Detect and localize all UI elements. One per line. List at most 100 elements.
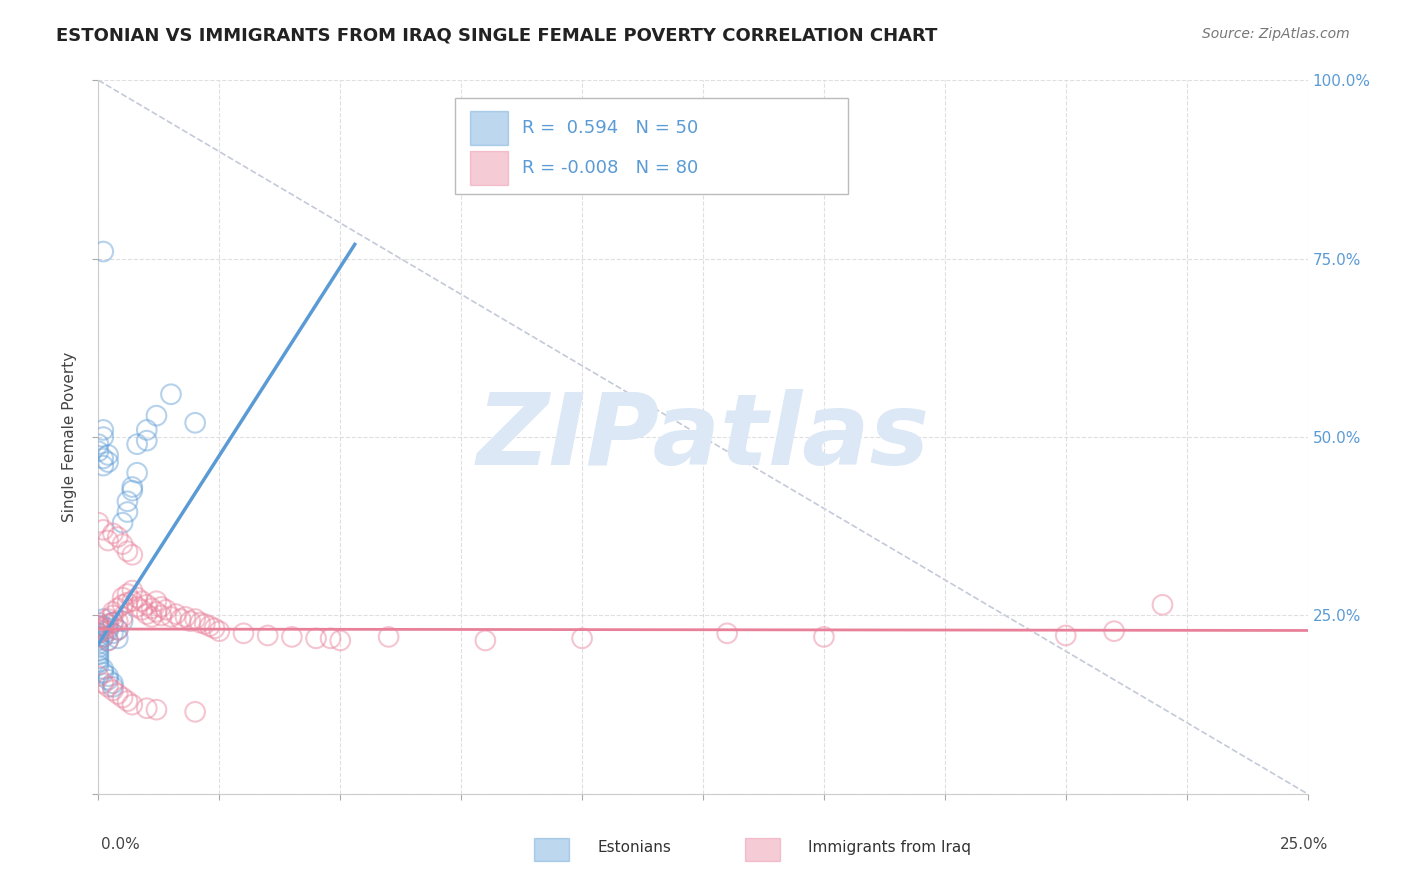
Point xyxy=(208,624,231,639)
Point xyxy=(101,683,124,698)
Point xyxy=(179,614,201,628)
Point xyxy=(107,623,129,637)
Point xyxy=(169,612,191,626)
Point xyxy=(184,612,207,626)
Point xyxy=(87,655,110,669)
Point xyxy=(1102,624,1125,639)
Point xyxy=(97,633,120,648)
Point xyxy=(97,673,120,687)
Point xyxy=(160,610,183,624)
Point xyxy=(145,605,167,619)
Point xyxy=(111,690,134,705)
Point xyxy=(121,548,143,562)
Point xyxy=(160,387,183,401)
Point xyxy=(91,458,114,473)
Point xyxy=(91,665,114,680)
Point xyxy=(1152,598,1174,612)
Point xyxy=(87,623,110,637)
Point xyxy=(121,483,143,498)
Point xyxy=(571,632,593,646)
Point xyxy=(135,598,157,612)
Point xyxy=(107,614,129,628)
Point xyxy=(97,612,120,626)
Point xyxy=(131,603,153,617)
Point xyxy=(141,601,163,615)
Point xyxy=(101,608,124,623)
Point xyxy=(101,605,124,619)
Point xyxy=(117,694,139,708)
Point xyxy=(91,423,114,437)
Point xyxy=(87,669,110,683)
Point xyxy=(184,705,207,719)
Point xyxy=(145,703,167,717)
Point xyxy=(111,598,134,612)
Point xyxy=(91,523,114,537)
Point xyxy=(135,607,157,621)
Point xyxy=(716,626,738,640)
Point xyxy=(111,591,134,605)
Point xyxy=(91,630,114,644)
Point xyxy=(97,455,120,469)
FancyBboxPatch shape xyxy=(456,98,848,194)
Point xyxy=(87,630,110,644)
Bar xyxy=(470,151,509,186)
Point xyxy=(101,680,124,694)
Point xyxy=(111,610,134,624)
Point xyxy=(474,633,496,648)
Text: ZIPatlas: ZIPatlas xyxy=(477,389,929,485)
Point xyxy=(87,640,110,655)
Point xyxy=(141,610,163,624)
Bar xyxy=(470,111,509,145)
Y-axis label: Single Female Poverty: Single Female Poverty xyxy=(62,352,77,522)
Point xyxy=(87,619,110,633)
Point xyxy=(117,494,139,508)
Point xyxy=(121,583,143,598)
Point xyxy=(91,430,114,444)
Point xyxy=(101,615,124,630)
Point xyxy=(91,676,114,690)
Point xyxy=(111,537,134,551)
Point xyxy=(91,612,114,626)
Text: Source: ZipAtlas.com: Source: ZipAtlas.com xyxy=(1202,27,1350,41)
Point xyxy=(87,637,110,651)
Point xyxy=(117,505,139,519)
Point xyxy=(97,633,120,648)
Point xyxy=(101,615,124,630)
Point xyxy=(188,615,211,630)
Point xyxy=(232,626,254,640)
Point xyxy=(127,599,149,614)
Point xyxy=(281,630,304,644)
Point xyxy=(204,621,226,635)
Point xyxy=(377,630,399,644)
Point xyxy=(97,448,120,462)
Point xyxy=(127,591,149,605)
Point xyxy=(101,626,124,640)
Point xyxy=(145,594,167,608)
Point xyxy=(87,651,110,665)
Point xyxy=(107,632,129,646)
Point xyxy=(155,603,177,617)
Point xyxy=(135,434,157,448)
Point xyxy=(1054,628,1077,642)
Point xyxy=(107,687,129,701)
Point xyxy=(184,416,207,430)
Point xyxy=(117,587,139,601)
Text: Immigrants from Iraq: Immigrants from Iraq xyxy=(808,840,972,855)
Point xyxy=(127,466,149,480)
Point xyxy=(97,680,120,694)
Point xyxy=(198,619,221,633)
Point xyxy=(97,617,120,632)
Point xyxy=(150,599,173,614)
Point xyxy=(91,624,114,639)
Point xyxy=(150,608,173,623)
Point xyxy=(87,633,110,648)
Text: 25.0%: 25.0% xyxy=(1281,837,1329,852)
Point xyxy=(97,624,120,639)
Point xyxy=(135,423,157,437)
Point xyxy=(117,596,139,610)
Point xyxy=(121,480,143,494)
Point xyxy=(101,526,124,541)
Point xyxy=(87,444,110,458)
Point xyxy=(91,621,114,635)
Text: ESTONIAN VS IMMIGRANTS FROM IRAQ SINGLE FEMALE POVERTY CORRELATION CHART: ESTONIAN VS IMMIGRANTS FROM IRAQ SINGLE … xyxy=(56,27,938,45)
